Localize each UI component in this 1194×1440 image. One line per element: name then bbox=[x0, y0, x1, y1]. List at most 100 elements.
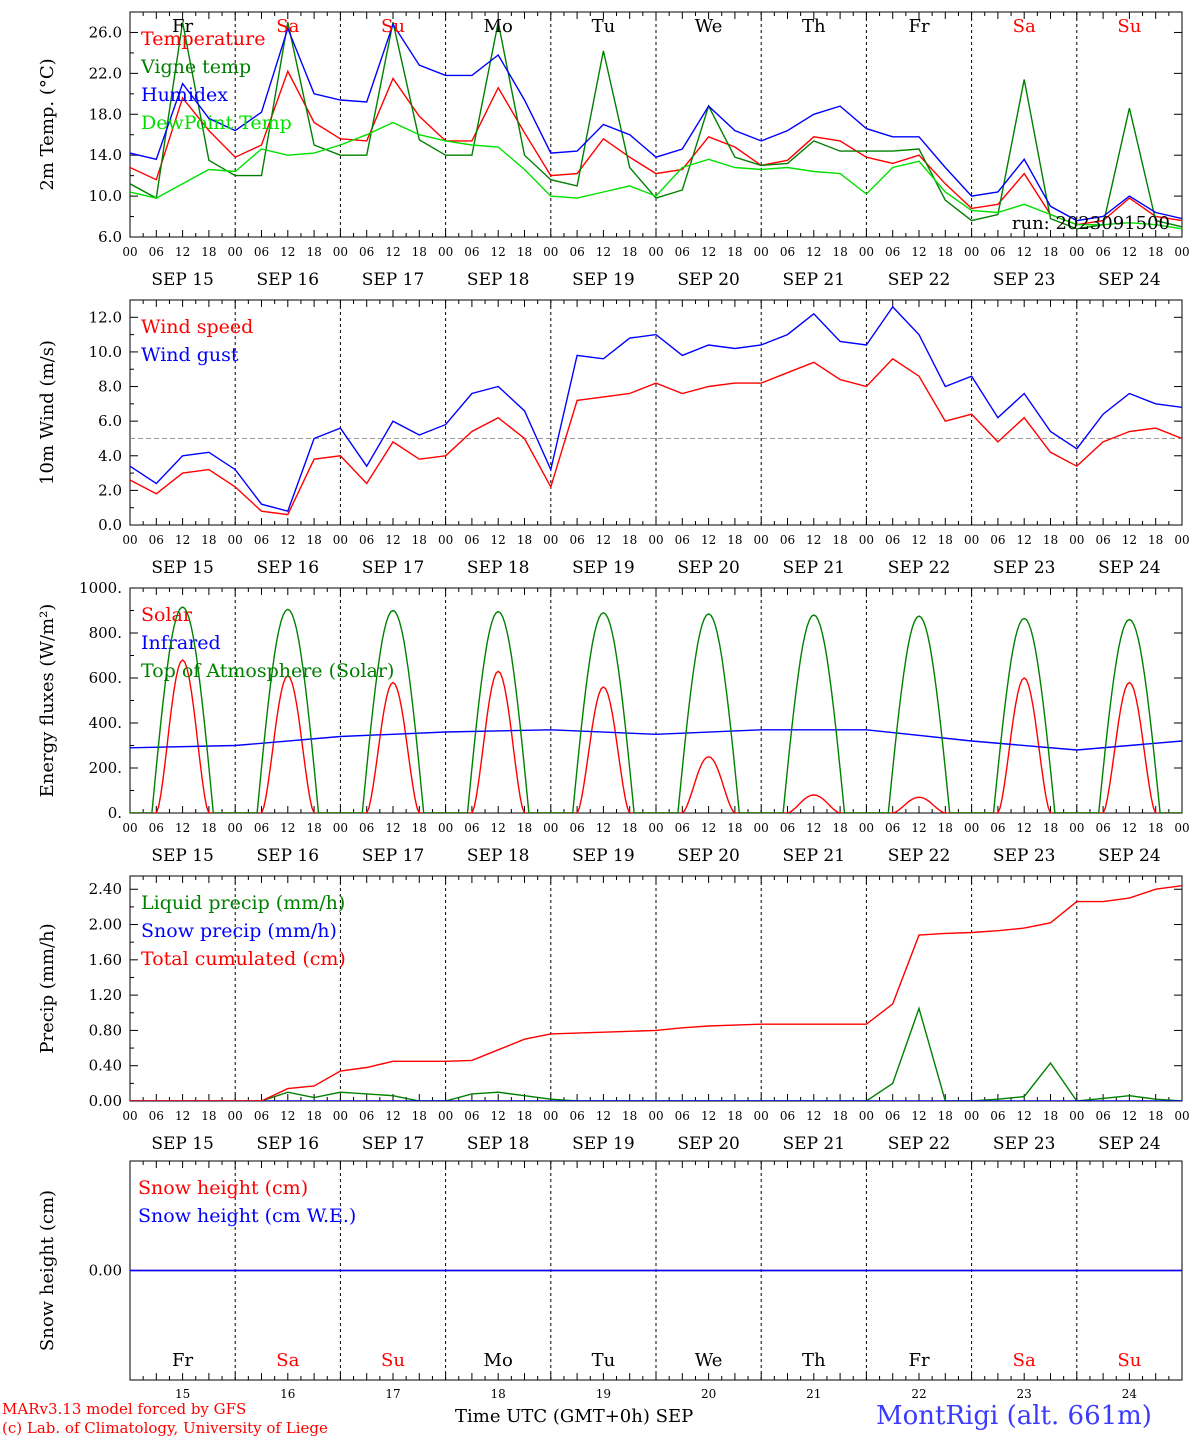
hour-label: 18 bbox=[201, 1109, 216, 1123]
hour-label: 12 bbox=[491, 533, 506, 547]
series-line-total-cumulated-cm- bbox=[130, 885, 1182, 1101]
legend-entry: Snow precip (mm/h) bbox=[141, 920, 337, 942]
hour-label: 00 bbox=[1174, 245, 1189, 259]
panel-1: 6.0 10.0 14.0 18.0 22.0 26.0 2m Temp. (°C) Temp… bbox=[37, 11, 1190, 290]
hour-label: 12 bbox=[1122, 245, 1137, 259]
date-label: SEP 15 bbox=[151, 270, 214, 290]
date-label: SEP 16 bbox=[257, 846, 320, 866]
y-tick-label: 2.0 bbox=[98, 481, 122, 499]
weekday-label: Fr bbox=[172, 1350, 193, 1371]
date-label: SEP 16 bbox=[257, 1134, 320, 1154]
date-label: SEP 16 bbox=[257, 270, 320, 290]
legend-entry: Total cumulated (cm) bbox=[141, 948, 346, 970]
hour-label: 06 bbox=[569, 821, 584, 835]
y-tick-label: 4.0 bbox=[98, 447, 122, 465]
hour-label: 12 bbox=[175, 533, 190, 547]
hour-label: 12 bbox=[1017, 245, 1032, 259]
hour-label: 06 bbox=[569, 245, 584, 259]
hour-label: 18 bbox=[622, 821, 637, 835]
series-line-temperature bbox=[130, 69, 1182, 226]
hour-label: 18 bbox=[517, 821, 532, 835]
y-tick-label: 400. bbox=[89, 714, 122, 732]
hour-label: 06 bbox=[464, 245, 479, 259]
legend-entry: Snow height (cm W.E.) bbox=[138, 1205, 356, 1227]
date-label: SEP 18 bbox=[467, 846, 530, 866]
hour-label: 18 bbox=[201, 821, 216, 835]
hour-label: 06 bbox=[1095, 533, 1110, 547]
hour-label: 00 bbox=[438, 1109, 453, 1123]
hour-label: 18 bbox=[306, 1109, 321, 1123]
y-axis-label: Precip (mm/h) bbox=[37, 923, 58, 1053]
hour-label: 18 bbox=[832, 533, 847, 547]
date-label: SEP 22 bbox=[888, 846, 951, 866]
hour-label: 18 bbox=[412, 245, 427, 259]
hour-label: 06 bbox=[149, 533, 164, 547]
hour-label: 00 bbox=[438, 245, 453, 259]
hour-label: 06 bbox=[885, 1109, 900, 1123]
hour-label: 00 bbox=[859, 821, 874, 835]
date-label: SEP 18 bbox=[467, 270, 530, 290]
hour-label: 18 bbox=[1148, 245, 1163, 259]
plot-frame bbox=[129, 587, 1183, 814]
legend-entry: Humidex bbox=[141, 84, 228, 106]
hour-label: 00 bbox=[122, 821, 137, 835]
hour-label: 12 bbox=[175, 1109, 190, 1123]
hour-label: 06 bbox=[780, 1109, 795, 1123]
hour-label: 12 bbox=[1122, 533, 1137, 547]
hour-label: 18 bbox=[832, 1109, 847, 1123]
hour-label: 06 bbox=[675, 533, 690, 547]
date-label: SEP 15 bbox=[151, 1134, 214, 1154]
weekday-label: Su bbox=[1117, 16, 1141, 37]
hour-label: 00 bbox=[228, 821, 243, 835]
y-tick-label: 6.0 bbox=[98, 228, 122, 246]
hour-label: 00 bbox=[754, 1109, 769, 1123]
hour-label: 06 bbox=[149, 1109, 164, 1123]
hour-label: 00 bbox=[228, 245, 243, 259]
series-line-dewpoint-temp bbox=[130, 121, 1182, 230]
date-label: SEP 20 bbox=[677, 846, 740, 866]
legend-entry: Temperature bbox=[141, 28, 265, 50]
date-label: SEP 22 bbox=[888, 558, 951, 578]
hour-label: 12 bbox=[596, 533, 611, 547]
hour-label: 18 bbox=[412, 821, 427, 835]
date-label: SEP 21 bbox=[783, 846, 846, 866]
hour-label: 06 bbox=[780, 245, 795, 259]
model-label: MARv3.13 model forced by GFS bbox=[2, 1400, 247, 1418]
weekday-label: Tu bbox=[592, 1350, 616, 1371]
hour-label: 00 bbox=[228, 1109, 243, 1123]
month-label: SEP bbox=[655, 1406, 694, 1427]
y-tick-label: 10.0 bbox=[89, 187, 122, 205]
date-label: SEP 23 bbox=[993, 1134, 1056, 1154]
hour-label: 00 bbox=[1069, 1109, 1084, 1123]
hour-label: 12 bbox=[385, 245, 400, 259]
date-label: SEP 23 bbox=[993, 270, 1056, 290]
hour-label: 00 bbox=[1174, 1109, 1189, 1123]
hour-label: 00 bbox=[438, 821, 453, 835]
hour-label: 12 bbox=[596, 1109, 611, 1123]
date-label: SEP 19 bbox=[572, 558, 635, 578]
hour-label: 18 bbox=[1043, 245, 1058, 259]
series-line-solar bbox=[130, 659, 1182, 813]
hour-label: 00 bbox=[859, 533, 874, 547]
hour-label: 00 bbox=[122, 1109, 137, 1123]
hour-label: 06 bbox=[149, 821, 164, 835]
hour-label: 18 bbox=[1148, 821, 1163, 835]
date-label: SEP 22 bbox=[888, 270, 951, 290]
date-label: SEP 15 bbox=[151, 846, 214, 866]
hour-label: 06 bbox=[675, 245, 690, 259]
weekday-label: Sa bbox=[1013, 1350, 1036, 1371]
series-line-humidex bbox=[130, 22, 1182, 222]
series-line-infrared bbox=[130, 729, 1182, 751]
hour-label: 12 bbox=[385, 1109, 400, 1123]
hour-label: 18 bbox=[938, 245, 953, 259]
hour-label: 06 bbox=[780, 533, 795, 547]
date-label: SEP 18 bbox=[467, 1134, 530, 1154]
hour-label: 12 bbox=[280, 245, 295, 259]
hour-label: 06 bbox=[780, 821, 795, 835]
weekday-label: Fr bbox=[908, 1350, 929, 1371]
date-label: SEP 24 bbox=[1098, 1134, 1161, 1154]
y-tick-label: 1.20 bbox=[89, 986, 122, 1004]
day-number-label: 16 bbox=[280, 1387, 295, 1401]
y-tick-label: 0.40 bbox=[89, 1057, 122, 1075]
